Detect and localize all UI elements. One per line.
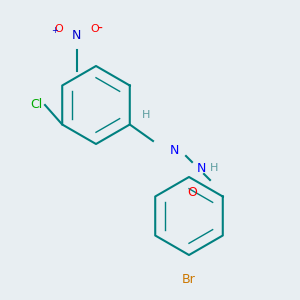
Text: Cl: Cl xyxy=(30,98,42,112)
Text: H: H xyxy=(210,163,218,173)
Text: N: N xyxy=(196,161,206,175)
Text: Br: Br xyxy=(182,273,196,286)
Text: H: H xyxy=(142,110,150,121)
Text: N: N xyxy=(169,143,179,157)
Text: -: - xyxy=(98,22,102,36)
Text: O: O xyxy=(54,24,63,34)
Text: O: O xyxy=(90,24,99,34)
Text: N: N xyxy=(72,29,81,42)
Text: O: O xyxy=(187,185,197,199)
Text: +: + xyxy=(52,26,58,35)
